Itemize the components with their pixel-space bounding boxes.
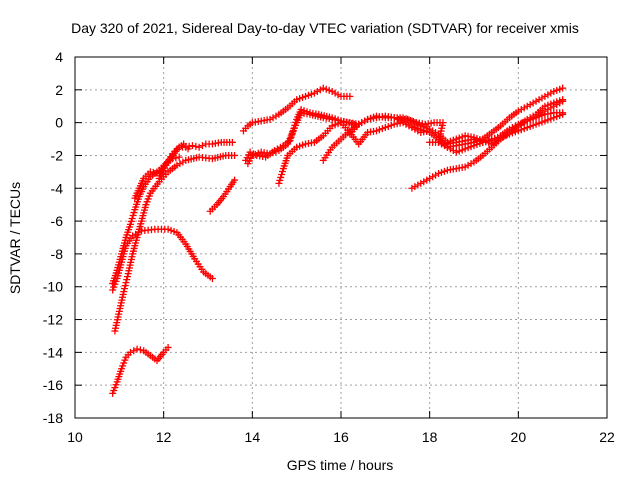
series-arc-q bbox=[426, 110, 567, 156]
series-arc-p bbox=[470, 84, 567, 146]
data-point bbox=[121, 285, 129, 293]
data-point bbox=[192, 142, 200, 150]
data-point bbox=[126, 348, 134, 356]
y-tick-label: -6 bbox=[51, 213, 64, 229]
series-arc-g bbox=[206, 176, 239, 215]
series-arc-h bbox=[239, 84, 354, 135]
x-tick-label: 22 bbox=[599, 429, 615, 445]
y-tick-label: -12 bbox=[43, 312, 63, 328]
series-arc-f bbox=[155, 140, 192, 182]
data-point bbox=[346, 92, 354, 100]
y-tick-label: -4 bbox=[51, 180, 64, 196]
data-point bbox=[198, 142, 206, 150]
data-point bbox=[184, 145, 192, 153]
data-point bbox=[559, 84, 567, 92]
y-axis-label: SDTVAR / TECUs bbox=[7, 182, 23, 294]
y-tick-label: 4 bbox=[55, 49, 63, 65]
data-point bbox=[559, 96, 567, 104]
y-tick-label: -16 bbox=[43, 377, 63, 393]
data-point bbox=[231, 176, 239, 184]
data-point bbox=[123, 273, 131, 281]
data-point bbox=[208, 275, 216, 283]
y-tick-label: -18 bbox=[43, 410, 63, 426]
data-point bbox=[195, 143, 203, 151]
series-arc-k bbox=[275, 119, 434, 187]
data-point bbox=[123, 276, 131, 284]
chart-title: Day 320 of 2021, Sidereal Day-to-day VTE… bbox=[71, 20, 579, 36]
data-point bbox=[228, 138, 236, 146]
data-point bbox=[133, 345, 141, 353]
x-axis-label: GPS time / hours bbox=[287, 457, 394, 473]
x-tick-label: 12 bbox=[156, 429, 172, 445]
series-arc-a bbox=[109, 343, 172, 397]
x-tick-label: 16 bbox=[333, 429, 349, 445]
data-point bbox=[164, 343, 172, 351]
series-arc-e bbox=[131, 138, 236, 202]
y-tick-label: -10 bbox=[43, 279, 63, 295]
data-point bbox=[136, 346, 144, 354]
data-point bbox=[175, 153, 183, 161]
x-tick-label: 14 bbox=[245, 429, 261, 445]
data-point bbox=[559, 110, 567, 118]
y-tick-label: -2 bbox=[51, 147, 64, 163]
data-point bbox=[188, 142, 196, 150]
y-tick-label: -8 bbox=[51, 246, 64, 262]
x-tick-label: 20 bbox=[511, 429, 527, 445]
data-layer bbox=[109, 84, 567, 397]
y-tick-label: 2 bbox=[55, 82, 63, 98]
y-tick-label: -14 bbox=[43, 344, 63, 360]
data-point bbox=[120, 288, 128, 296]
x-tick-label: 10 bbox=[67, 429, 83, 445]
axes: 10 12 14 16 18 20 22 -18 -16 -14 -12 -10 -8 -6 -4 -2 0 2 4 bbox=[43, 49, 615, 445]
data-point bbox=[231, 151, 239, 159]
x-tick-label: 18 bbox=[422, 429, 438, 445]
data-point bbox=[121, 282, 129, 290]
data-point bbox=[130, 347, 138, 355]
grid-lines bbox=[75, 57, 607, 418]
y-tick-label: 0 bbox=[55, 115, 63, 131]
data-point bbox=[122, 279, 130, 287]
series-arc-c bbox=[111, 151, 239, 335]
